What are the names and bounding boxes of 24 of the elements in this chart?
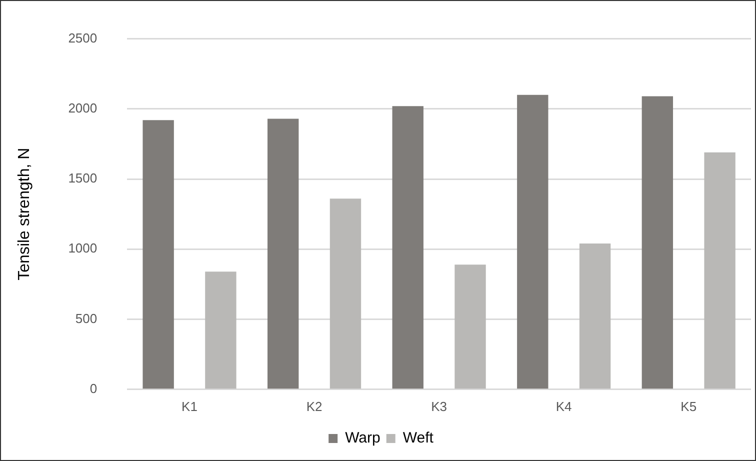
x-tick-label: K5 <box>680 398 697 414</box>
bar <box>142 120 174 389</box>
y-tick-label: 2500 <box>68 30 98 46</box>
bar <box>392 106 424 389</box>
x-tick-label: K4 <box>556 398 572 414</box>
bar <box>330 198 362 389</box>
bar <box>205 272 236 389</box>
bar <box>517 94 548 389</box>
y-tick-label: 1500 <box>68 170 98 186</box>
y-tick-label: 0 <box>90 380 98 396</box>
y-tick-label: 1000 <box>68 240 98 256</box>
x-tick-label: K3 <box>431 398 448 414</box>
legend-label: Weft <box>402 430 434 447</box>
bar <box>267 118 299 389</box>
y-axis-title: Tensile strength, N <box>16 148 34 280</box>
y-tick-label: 500 <box>75 310 98 326</box>
bar <box>579 244 611 389</box>
bar <box>642 96 674 389</box>
x-tick-label: K2 <box>306 398 322 414</box>
legend-label: Warp <box>345 430 380 447</box>
bar <box>454 264 486 389</box>
bar <box>704 152 736 389</box>
y-tick-label: 2000 <box>68 100 98 116</box>
x-tick-label: K1 <box>182 398 198 414</box>
